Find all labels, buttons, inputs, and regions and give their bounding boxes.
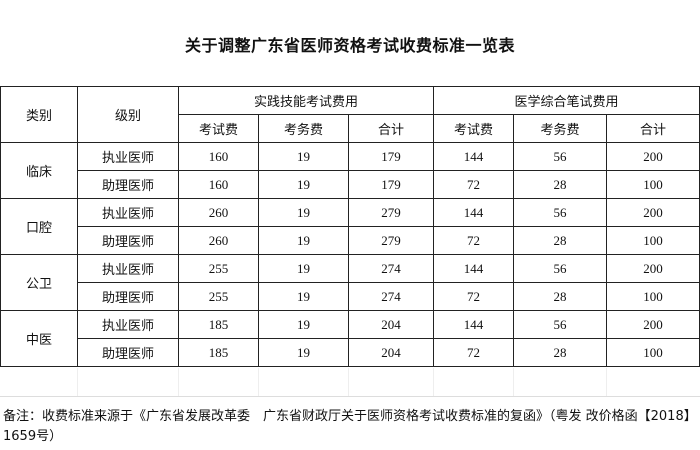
p-exam-cell: 260: [178, 226, 259, 255]
w-total-cell: 200: [606, 254, 700, 283]
p-total-cell: 274: [347, 282, 435, 311]
table-row: 助理医师 260 19 279 72 28 100: [1, 226, 700, 255]
p-service-cell: 19: [258, 226, 349, 255]
p-service-cell: 19: [258, 170, 349, 199]
p-total-cell: 279: [347, 198, 435, 227]
w-exam-cell: 144: [433, 198, 515, 227]
p-service-cell: 19: [258, 198, 349, 227]
p-exam-cell: 160: [178, 170, 259, 199]
w-total-cell: 200: [606, 310, 700, 339]
level-cell: 执业医师: [77, 310, 179, 339]
level-cell: 助理医师: [77, 282, 179, 311]
table-row: 中医 执业医师 185 19 204 144 56 200: [0, 310, 700, 367]
p-total-cell: 179: [347, 142, 435, 171]
w-service-cell: 56: [513, 198, 608, 227]
w-exam-cell: 144: [433, 310, 515, 339]
w-service-cell: 28: [513, 226, 608, 255]
w-total-cell: 100: [606, 282, 700, 311]
p-exam-cell: 260: [178, 198, 259, 227]
p-total-cell: 179: [347, 170, 435, 199]
table-row: 助理医师 185 19 204 72 28 100: [1, 338, 700, 367]
p-total-cell: 279: [347, 226, 435, 255]
p-service-cell: 19: [258, 310, 349, 339]
table-row: 助理医师 255 19 274 72 28 100: [1, 282, 700, 311]
w-exam-cell: 72: [433, 170, 515, 199]
w-service-cell: 28: [513, 282, 608, 311]
w-service-cell: 28: [513, 338, 608, 367]
header-practical-total: 合计: [347, 114, 435, 143]
header-written-service-fee: 考务费: [513, 114, 608, 143]
w-exam-cell: 144: [433, 142, 515, 171]
level-cell: 执业医师: [77, 142, 179, 171]
footnote: 备注：收费标准来源于《广东省发展改革委 广东省财政厅关于医师资格考试收费标准的复…: [3, 409, 697, 444]
p-total-cell: 204: [347, 338, 435, 367]
p-service-cell: 19: [258, 338, 349, 367]
table-row: 口腔 执业医师 260 19 279 144 56 200: [0, 198, 700, 255]
p-service-cell: 19: [258, 254, 349, 283]
table-row: 公卫 执业医师 255 19 274 144 56 200: [0, 254, 700, 311]
level-cell: 执业医师: [77, 254, 179, 283]
level-cell: 助理医师: [77, 226, 179, 255]
w-exam-cell: 72: [433, 226, 515, 255]
header-category: 类别: [0, 86, 78, 143]
empty-spreadsheet-row: [0, 368, 700, 397]
header-practical-exam-fee: 考试费: [178, 114, 259, 143]
w-service-cell: 56: [513, 142, 608, 171]
p-total-cell: 204: [347, 310, 435, 339]
header-practical-group: 实践技能考试费用: [177, 86, 435, 115]
p-exam-cell: 160: [178, 142, 259, 171]
w-total-cell: 100: [606, 338, 700, 367]
level-cell: 助理医师: [77, 170, 179, 199]
p-exam-cell: 185: [178, 310, 259, 339]
p-service-cell: 19: [258, 142, 349, 171]
p-exam-cell: 255: [178, 254, 259, 283]
category-cell: 临床: [0, 142, 78, 199]
header-written-total: 合计: [606, 114, 700, 143]
category-cell: 公卫: [0, 254, 78, 311]
header-written-group: 医学综合笔试费用: [433, 86, 700, 115]
page-title: 关于调整广东省医师资格考试收费标准一览表: [184, 36, 515, 55]
table-row: 临床 执业医师 160 19 179 144 56 200: [0, 142, 700, 199]
table-row: 助理医师 160 19 179 72 28 100: [1, 170, 700, 199]
level-cell: 执业医师: [77, 198, 179, 227]
p-exam-cell: 255: [178, 282, 259, 311]
w-total-cell: 100: [606, 170, 700, 199]
p-exam-cell: 185: [178, 338, 259, 367]
w-exam-cell: 144: [433, 254, 515, 283]
w-exam-cell: 72: [433, 282, 515, 311]
fee-table: 类别 级别 实践技能考试费用 医学综合笔试费用 考试费 考务费 合计 考试费 考…: [0, 86, 700, 367]
level-cell: 助理医师: [77, 338, 179, 367]
w-service-cell: 56: [513, 254, 608, 283]
w-service-cell: 56: [513, 310, 608, 339]
header-written-exam-fee: 考试费: [433, 114, 515, 143]
p-total-cell: 274: [347, 254, 435, 283]
w-total-cell: 100: [606, 226, 700, 255]
w-exam-cell: 72: [433, 338, 515, 367]
category-cell: 中医: [0, 310, 78, 367]
w-service-cell: 28: [513, 170, 608, 199]
category-cell: 口腔: [0, 198, 78, 255]
w-total-cell: 200: [606, 198, 700, 227]
header-practical-service-fee: 考务费: [258, 114, 349, 143]
header-level: 级别: [77, 86, 179, 143]
p-service-cell: 19: [258, 282, 349, 311]
w-total-cell: 200: [606, 142, 700, 171]
